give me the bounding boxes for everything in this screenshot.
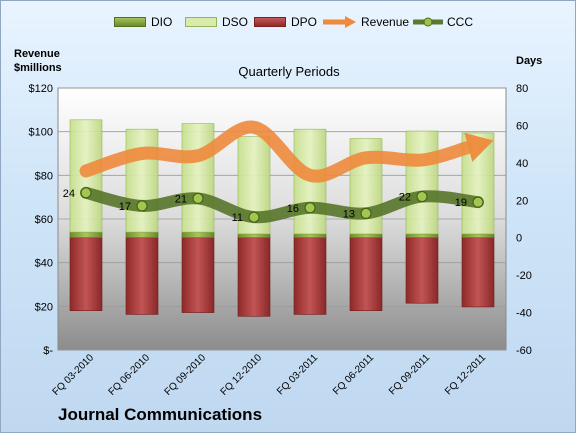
dio-bar [461, 233, 495, 239]
dio-bar [405, 233, 439, 239]
ccc-point [304, 202, 316, 214]
y-right-tick-label: -40 [516, 308, 532, 320]
dio-bar [125, 231, 159, 239]
ccc-point [360, 207, 372, 219]
legend-ccc: CCC [413, 15, 473, 29]
revenue-line [79, 120, 473, 183]
legend-label-ccc: CCC [447, 15, 473, 29]
dio-bar [237, 233, 271, 239]
y-left-title-line1: Revenue [14, 48, 60, 60]
legend-swatch-dpo [254, 17, 286, 27]
ccc-point [136, 200, 148, 212]
legend-label-revenue: Revenue [361, 15, 410, 29]
y-left-tick-label: $20 [35, 301, 53, 313]
ccc-data-label: 17 [119, 201, 131, 213]
dso-bar [405, 130, 439, 235]
ccc-point [472, 196, 484, 208]
ccc-point [192, 192, 204, 204]
legend-swatch-dio [114, 17, 146, 27]
dio-bar [181, 231, 215, 239]
ccc-data-label: 11 [232, 212, 243, 224]
legend-dio: DIO [114, 15, 172, 29]
ccc-data-label: 13 [343, 208, 355, 220]
x-tick-label: FQ 12-2011 [443, 352, 488, 397]
y-right-tick-label: -20 [516, 270, 532, 282]
ccc-point [80, 187, 92, 199]
revenue-arrowhead [464, 132, 494, 162]
legend-label-dio: DIO [151, 15, 173, 29]
chart-title: Quarterly Periods [238, 64, 340, 79]
ccc-point [416, 191, 428, 203]
dso-bar [181, 123, 215, 233]
legend-line-dot-icon [413, 17, 443, 27]
y-right-tick-label: 40 [516, 158, 528, 170]
x-tick-label: FQ 09-2011 [387, 352, 432, 397]
y-left-tick-label: $80 [35, 170, 53, 182]
dpo-bar [293, 237, 327, 315]
legend-dpo: DPO [254, 15, 317, 29]
dio-bar [293, 233, 327, 239]
x-tick-label: FQ 06-2011 [331, 352, 376, 397]
x-tick-label: FQ 03-2011 [275, 352, 320, 397]
dio-bar [349, 233, 383, 239]
x-tick-label: FQ 09-2010 [163, 352, 209, 398]
dpo-bar [125, 237, 159, 315]
ccc-data-label: 21 [175, 193, 187, 205]
y-right-tick-label: 0 [516, 233, 522, 245]
company-name: Journal Communications [58, 405, 263, 424]
y-left-tick-label: $40 [35, 258, 53, 270]
y-left-title-line2: $millions [14, 62, 62, 74]
dpo-bar [69, 237, 103, 311]
x-tick-label: FQ 03-2010 [51, 352, 97, 398]
dpo-bar [181, 237, 215, 313]
dso-bar [125, 128, 159, 233]
y-right-tick-label: -60 [516, 345, 532, 357]
ccc-data-label: 16 [287, 203, 299, 215]
y-right-tick-label: 60 [516, 120, 528, 132]
ccc-data-label: 24 [63, 188, 75, 200]
ccc-data-label: 22 [399, 192, 411, 204]
dio-bar [69, 231, 103, 239]
y-left-tick-label: $60 [35, 214, 53, 226]
y-right-tick-label: 80 [516, 83, 528, 95]
x-tick-label: FQ 06-2010 [107, 352, 153, 398]
x-tick-label: FQ 12-2010 [219, 352, 265, 398]
y-right-tick-label: 20 [516, 195, 528, 207]
ccc-data-label: 19 [455, 197, 467, 209]
dpo-bar [237, 237, 271, 317]
legend-label-dso: DSO [222, 15, 249, 29]
dpo-bar [461, 237, 495, 308]
ccc-point [248, 211, 260, 223]
dpo-bar [405, 237, 439, 304]
legend-dso: DSO [185, 15, 248, 29]
y-left-axis-title: Revenue $millions [14, 47, 62, 75]
y-right-axis-title: Days [516, 55, 543, 67]
y-left-tick-label: $- [43, 345, 53, 357]
dpo-bar [349, 237, 383, 311]
legend-label-dpo: DPO [291, 15, 318, 29]
legend-revenue: Revenue [323, 15, 409, 29]
legend-arrow-icon [323, 16, 356, 28]
y-left-tick-label: $120 [29, 83, 53, 95]
legend-swatch-dso [185, 17, 217, 27]
y-left-tick-label: $100 [29, 127, 53, 139]
